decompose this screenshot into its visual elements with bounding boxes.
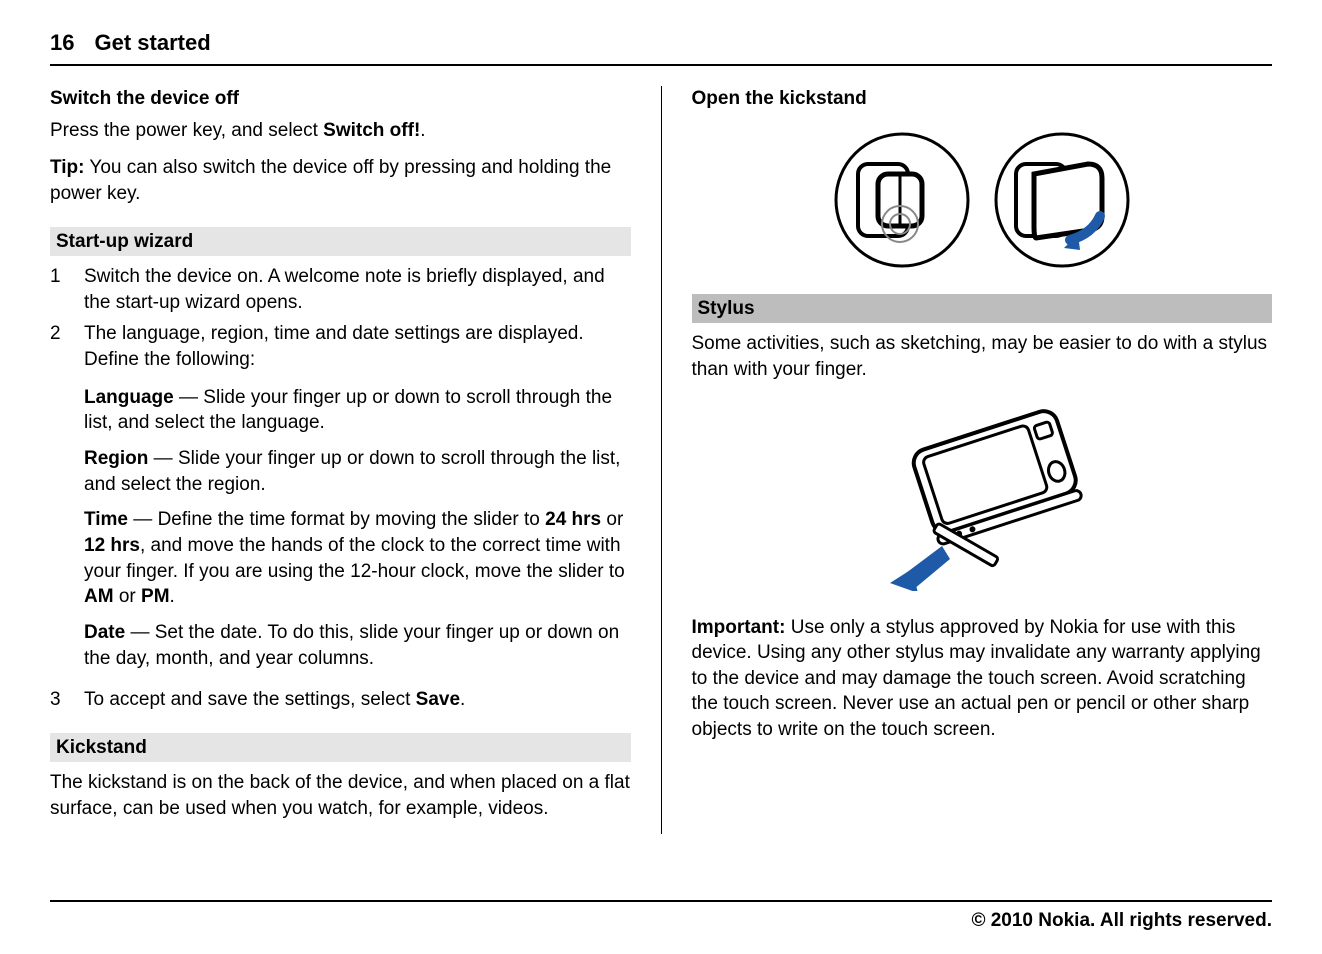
time-24hrs: 24 hrs — [545, 509, 601, 530]
right-column: Open the kickstand St — [692, 86, 1273, 834]
stylus-important: Important: Use only a stylus approved by… — [692, 615, 1273, 743]
tip-text: You can also switch the device off by pr… — [50, 157, 611, 204]
definitions: Language — Slide your finger up or down … — [84, 385, 631, 671]
step-body: To accept and save the settings, select … — [84, 687, 465, 713]
switch-off-heading: Switch the device off — [50, 86, 631, 112]
chapter-title: Get started — [94, 30, 210, 56]
text-run: . — [170, 586, 175, 607]
text-run: Define the time format by moving the sli… — [158, 509, 546, 530]
kickstand-section-title: Kickstand — [50, 733, 631, 763]
step-text: Switch the device on. A welcome note is … — [84, 264, 631, 315]
def-date: Date — Set the date. To do this, slide y… — [84, 620, 631, 671]
content-columns: Switch the device off Press the power ke… — [50, 86, 1272, 834]
def-label: Region — [84, 448, 148, 469]
list-item: Switch the device on. A welcome note is … — [50, 264, 631, 315]
time-12hrs: 12 hrs — [84, 535, 140, 556]
def-dash: — — [125, 622, 155, 643]
step-body: The language, region, time and date sett… — [84, 321, 631, 681]
time-pm: PM — [141, 586, 170, 607]
text-run: To accept and save the settings, select — [84, 689, 416, 710]
def-dash: — — [128, 509, 158, 530]
kickstand-figure — [692, 130, 1273, 270]
text-run: or — [601, 509, 623, 530]
def-language: Language — Slide your finger up or down … — [84, 385, 631, 436]
page-header: 16 Get started — [50, 30, 1272, 66]
tip-paragraph: Tip: You can also switch the device off … — [50, 155, 631, 206]
def-label: Language — [84, 387, 174, 408]
page-footer: © 2010 Nokia. All rights reserved. — [50, 900, 1272, 932]
def-text: Set the date. To do this, slide your fin… — [84, 622, 619, 669]
left-column: Switch the device off Press the power ke… — [50, 86, 631, 834]
stylus-figure — [692, 401, 1273, 591]
startup-section-title: Start-up wizard — [50, 227, 631, 257]
stylus-device-icon — [872, 401, 1092, 591]
kickstand-text: The kickstand is on the back of the devi… — [50, 770, 631, 821]
def-region: Region — Slide your finger up or down to… — [84, 446, 631, 497]
switch-off-command: Switch off! — [323, 120, 420, 141]
kickstand-closed-icon — [832, 130, 972, 270]
text-run: . — [460, 689, 465, 710]
manual-page: 16 Get started Switch the device off Pre… — [0, 0, 1322, 954]
stylus-section-title: Stylus — [692, 294, 1273, 324]
column-divider — [661, 86, 662, 834]
text-run: Press the power key, and select — [50, 120, 323, 141]
tip-label: Tip: — [50, 157, 84, 178]
def-label: Time — [84, 509, 128, 530]
open-kickstand-heading: Open the kickstand — [692, 86, 1273, 112]
list-item: The language, region, time and date sett… — [50, 321, 631, 681]
list-item: To accept and save the settings, select … — [50, 687, 631, 713]
def-dash: — — [148, 448, 178, 469]
text-run: . — [420, 120, 425, 141]
time-am: AM — [84, 586, 114, 607]
step-text: The language, region, time and date sett… — [84, 323, 584, 370]
important-label: Important: — [692, 617, 786, 638]
startup-steps: Switch the device on. A welcome note is … — [50, 264, 631, 713]
text-run: , and move the hands of the clock to the… — [84, 535, 625, 582]
switch-off-text: Press the power key, and select Switch o… — [50, 118, 631, 144]
page-number: 16 — [50, 30, 74, 56]
def-label: Date — [84, 622, 125, 643]
def-time: Time — Define the time format by moving … — [84, 507, 631, 610]
def-dash: — — [174, 387, 204, 408]
stylus-intro: Some activities, such as sketching, may … — [692, 331, 1273, 382]
save-command: Save — [416, 689, 460, 710]
text-run: or — [114, 586, 141, 607]
kickstand-open-icon — [992, 130, 1132, 270]
